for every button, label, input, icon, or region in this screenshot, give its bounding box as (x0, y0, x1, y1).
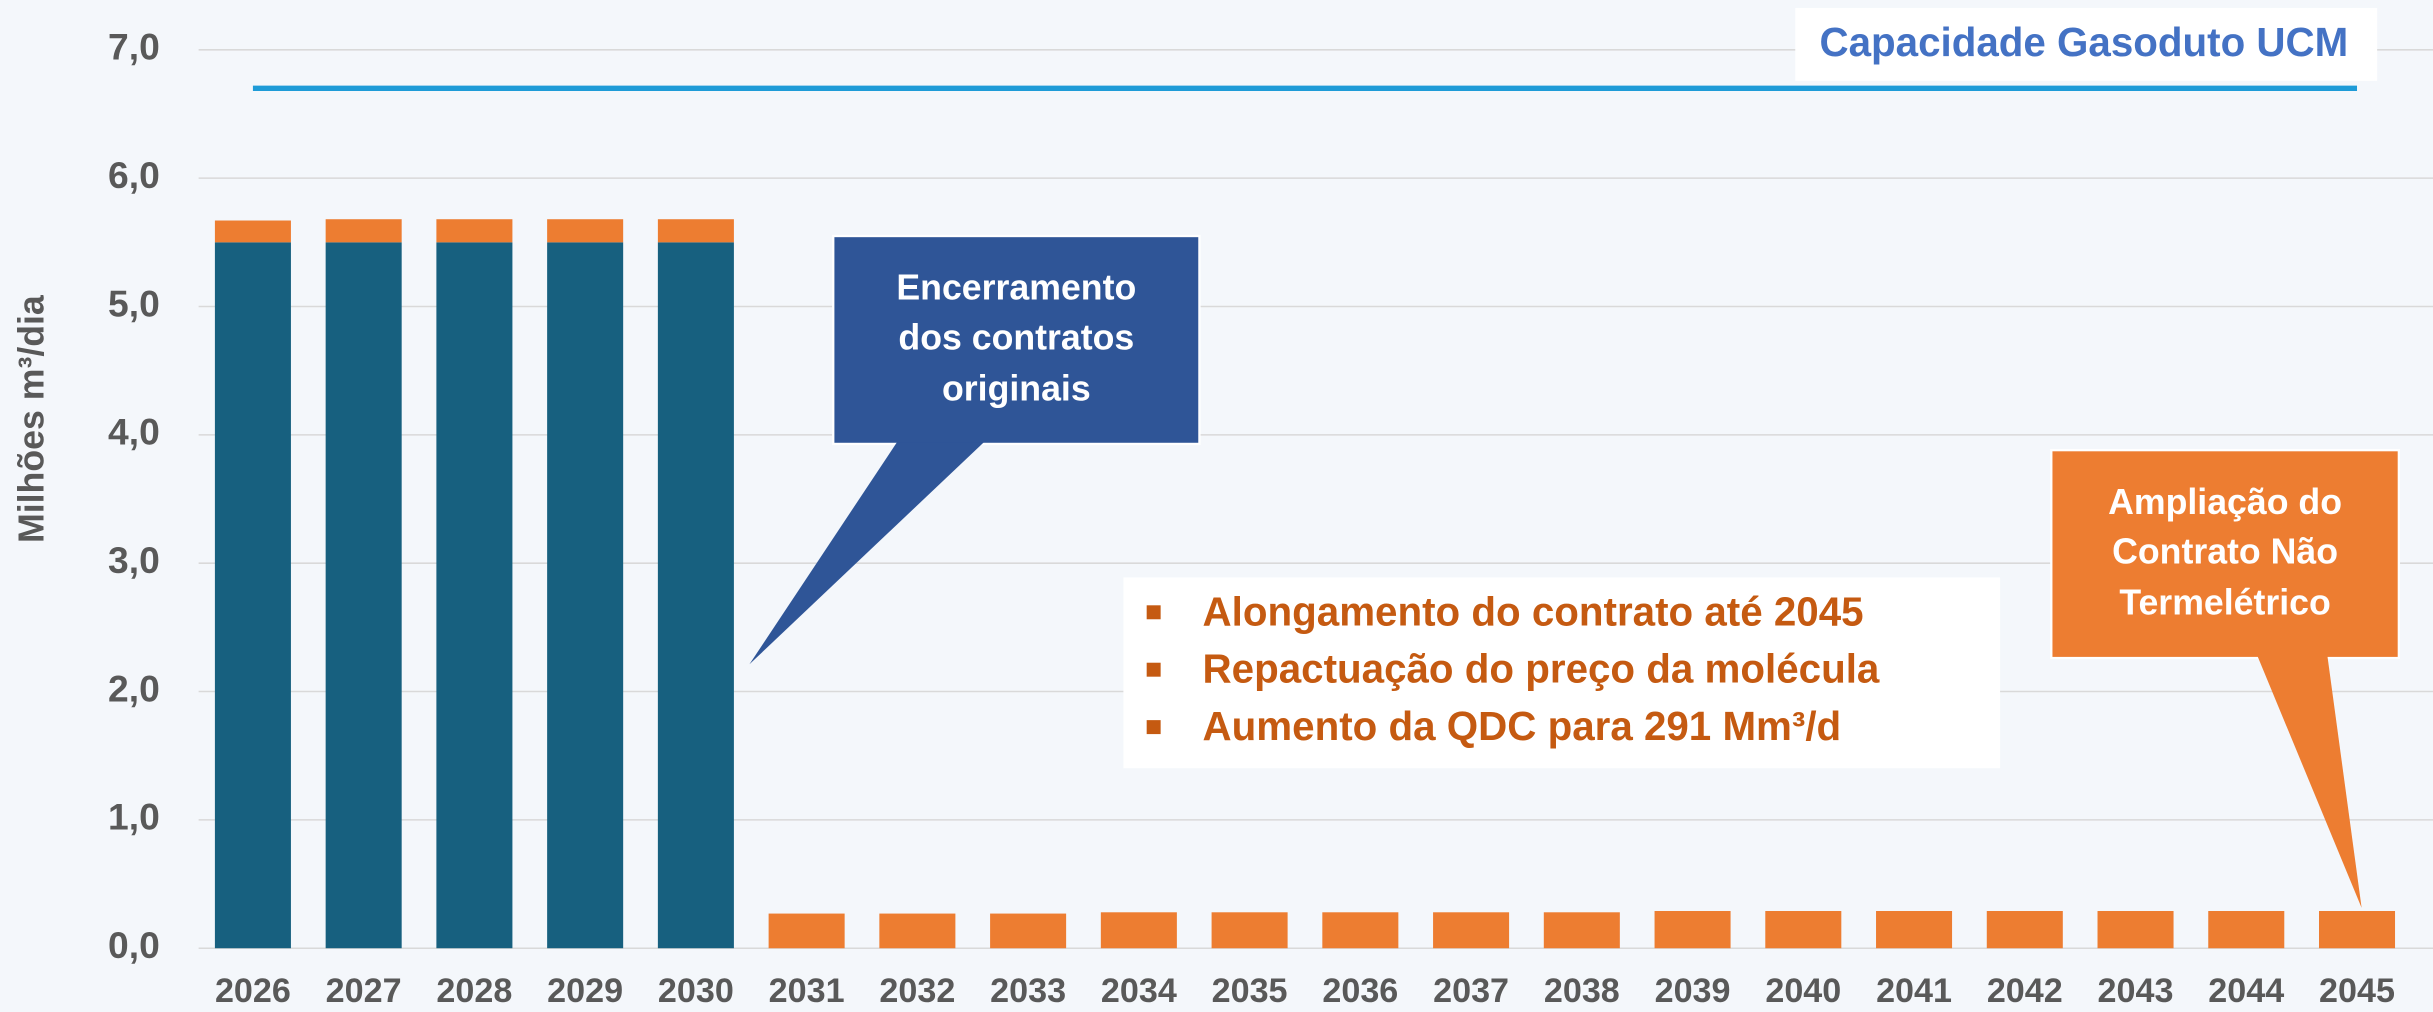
y-tick-label: 1,0 (108, 796, 160, 838)
x-tick-label: 2026 (215, 972, 291, 1010)
x-tick-label: 2045 (2319, 972, 2395, 1010)
bar-segment (1876, 911, 1953, 949)
callout-box (2050, 448, 2401, 660)
bar-segment (1986, 911, 2063, 949)
x-tick-label: 2034 (1101, 972, 1177, 1010)
bar-segment (2097, 911, 2174, 949)
bar-segment (1543, 912, 1620, 949)
x-tick-label: 2038 (1544, 972, 1620, 1010)
bullet-box (1123, 577, 2001, 769)
bar-segment (1211, 912, 1288, 949)
bar-segment (879, 913, 956, 949)
callout-text: originais (942, 369, 1091, 409)
bar-segment (657, 219, 734, 243)
bar-segment (436, 242, 513, 949)
bullet-marker (1146, 605, 1161, 620)
y-tick-label: 0,0 (108, 924, 160, 966)
callout-text: Termelétrico (2119, 583, 2330, 623)
x-tick-label: 2042 (1987, 972, 2063, 1010)
callout-text: dos contratos (898, 317, 1134, 357)
callout-pointer (2257, 656, 2362, 908)
bullet-text: Repactuação do preço da molécula (1203, 646, 1880, 692)
y-tick-label: 2,0 (108, 667, 160, 709)
y-tick-label: 7,0 (108, 26, 160, 68)
bullet-marker (1146, 720, 1161, 735)
x-tick-label: 2036 (1322, 972, 1398, 1010)
y-axis-label: Milhões m³/dia (12, 294, 52, 543)
bar-segment (1765, 911, 1842, 949)
x-tick-label: 2037 (1433, 972, 1509, 1010)
x-tick-label: 2044 (2208, 972, 2284, 1010)
bar-segment (1654, 911, 1731, 949)
x-tick-label: 2039 (1655, 972, 1731, 1010)
bullet-marker (1146, 662, 1161, 677)
callout-text: Contrato Não (2112, 532, 2338, 572)
x-tick-label: 2033 (990, 972, 1066, 1010)
bar-segment (1100, 912, 1177, 949)
x-tick-label: 2029 (547, 972, 623, 1010)
bar-segment (325, 242, 402, 949)
callout-pointer (749, 442, 984, 665)
x-tick-label: 2031 (769, 972, 845, 1010)
x-tick-label: 2040 (1765, 972, 1841, 1010)
bar-segment (325, 219, 402, 243)
x-tick-label: 2041 (1876, 972, 1952, 1010)
x-tick-label: 2027 (326, 972, 402, 1010)
y-tick-label: 4,0 (108, 411, 160, 453)
callout-box (832, 234, 1201, 446)
bullet-text: Alongamento do contrato até 2045 (1203, 588, 1864, 634)
bar-segment (1322, 912, 1399, 949)
bar-segment (214, 220, 291, 243)
callout-text: Encerramento (896, 268, 1136, 308)
capacity-label: Capacidade Gasoduto UCM (1819, 19, 2348, 65)
x-tick-label: 2030 (658, 972, 734, 1010)
bar-segment (547, 242, 624, 949)
y-tick-label: 5,0 (108, 282, 160, 324)
bar-segment (768, 913, 845, 949)
bar-segment (657, 242, 734, 949)
x-tick-label: 2035 (1212, 972, 1288, 1010)
bar-segment (547, 219, 624, 243)
bar-segment (990, 913, 1067, 949)
bar-segment (2208, 911, 2285, 949)
bar-segment (214, 242, 291, 949)
y-tick-label: 6,0 (108, 154, 160, 196)
bar-segment (436, 219, 513, 243)
capacity-label-box (1795, 7, 2378, 81)
x-tick-label: 2043 (2098, 972, 2174, 1010)
x-tick-label: 2032 (879, 972, 955, 1010)
bar-segment (2318, 911, 2396, 949)
x-tick-label: 2028 (436, 972, 512, 1010)
bullet-text: Aumento da QDC para 291 Mm³/d (1203, 703, 1842, 749)
callout-text: Ampliação do (2108, 482, 2342, 522)
y-tick-label: 3,0 (108, 539, 160, 581)
bar-segment (1433, 912, 1510, 949)
